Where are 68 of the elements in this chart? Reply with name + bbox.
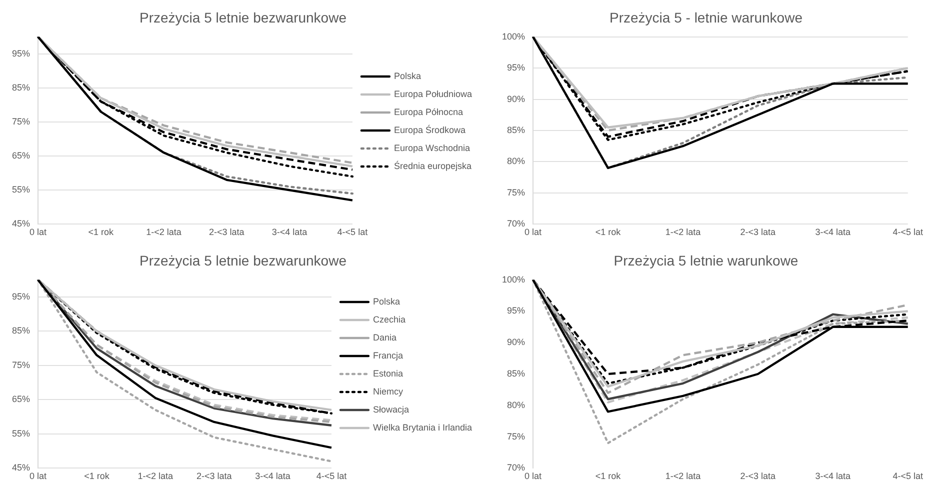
y-tick-label: 85% [507, 124, 526, 135]
y-tick-label: 95% [507, 62, 526, 73]
y-tick-label: 95% [507, 306, 526, 316]
x-tick-label: 4-<5 lat [337, 227, 368, 238]
y-tick-label: 90% [507, 94, 526, 104]
x-tick-label: 1-<2 lata [138, 471, 174, 482]
legend-label: Europa Południowa [394, 88, 472, 99]
y-tick-label: 100% [502, 31, 526, 42]
x-tick-label: 3-<4 lata [272, 227, 308, 238]
y-tick-label: 75% [507, 431, 526, 442]
y-tick-label: 90% [507, 337, 526, 348]
chart-title: Przeżycia 5 letnie bezwarunkowe [140, 252, 347, 268]
x-tick-label: 1-<2 lata [146, 227, 182, 238]
x-tick-label: <1 rok [84, 471, 110, 482]
y-tick-label: 75% [507, 187, 526, 198]
y-tick-label: 75% [12, 360, 30, 370]
legend-label: Wielka Brytania i Irlandia [372, 422, 472, 432]
legend-label: Europa Środkowa [394, 124, 466, 135]
legend-label: Europa Wschodnia [394, 142, 470, 153]
legend-label: Dania [372, 332, 396, 342]
chart-title: Przeżycia 5 letnie warunkowe [614, 252, 798, 268]
x-tick-label: 0 lat [30, 227, 48, 238]
y-tick-label: 70% [507, 462, 526, 473]
x-tick-label: 0 lat [30, 471, 48, 482]
x-tick-label: 4-<5 lat [892, 227, 924, 238]
x-tick-label: 2-<3 lata [740, 227, 776, 238]
x-tick-label: 2-<3 lata [196, 471, 232, 482]
y-tick-label: 55% [12, 428, 30, 438]
legend-label: Słowacja [372, 404, 409, 414]
x-tick-label: <1 rok [595, 227, 622, 238]
y-tick-label: 85% [12, 326, 30, 336]
y-tick-label: 85% [507, 368, 526, 378]
legend-label: Niemcy [372, 386, 404, 396]
legend-label: Francja [372, 350, 403, 360]
y-tick-label: 85% [12, 82, 30, 92]
x-tick-label: 4-<5 lat [892, 471, 924, 482]
legend-label: Estonia [372, 368, 403, 378]
x-tick-label: 1-<2 lata [665, 471, 701, 482]
y-tick-label: 45% [12, 462, 30, 473]
y-tick-label: 95% [12, 291, 30, 302]
x-tick-label: 1-<2 lata [665, 227, 701, 238]
x-tick-label: 4-<5 lat [316, 471, 348, 482]
x-tick-label: 3-<4 lata [815, 227, 851, 238]
y-tick-label: 80% [507, 156, 526, 166]
legend-label: Czechia [372, 314, 406, 324]
chart-title: Przeżycia 5 - letnie warunkowe [610, 9, 803, 26]
chart-title: Przeżycia 5 letnie bezwarunkowe [140, 9, 347, 26]
x-tick-label: 2-<3 lata [740, 471, 776, 482]
y-tick-label: 70% [507, 218, 526, 229]
legend-label: Polska [394, 70, 421, 81]
y-tick-label: 80% [507, 400, 526, 410]
legend-label: Europa Północna [394, 106, 464, 117]
x-tick-label: 0 lat [524, 227, 542, 238]
y-tick-label: 75% [12, 116, 30, 126]
x-tick-label: <1 rok [595, 471, 622, 482]
y-tick-label: 55% [12, 184, 30, 195]
y-tick-label: 45% [12, 218, 30, 229]
y-tick-label: 65% [12, 394, 30, 404]
y-tick-label: 100% [502, 274, 526, 284]
x-tick-label: <1 rok [88, 227, 114, 238]
x-tick-label: 0 lat [524, 471, 542, 482]
legend-label: Średnia europejska [394, 160, 472, 171]
y-tick-label: 95% [12, 48, 30, 58]
x-tick-label: 3-<4 lata [255, 471, 290, 482]
x-tick-label: 2-<3 lata [209, 227, 244, 238]
x-tick-label: 3-<4 lata [815, 471, 851, 482]
y-tick-label: 65% [12, 150, 30, 161]
legend-label: Polska [372, 296, 400, 306]
